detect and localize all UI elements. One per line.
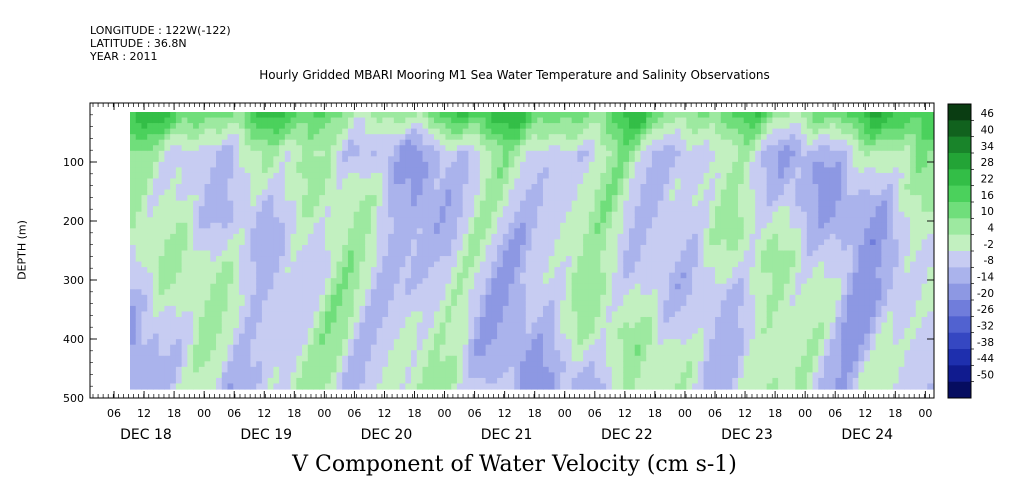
colorbar-segment — [948, 349, 971, 366]
x-tick-label: 18 — [167, 407, 181, 420]
colorbar-segment — [948, 316, 971, 333]
x-tick-label: 00 — [197, 407, 211, 420]
colorbar-segment — [948, 381, 971, 399]
heatmap-cells — [130, 112, 934, 390]
x-tick-label: 12 — [377, 407, 391, 420]
y-tick-label: 300 — [63, 274, 84, 287]
x-tick-label: 12 — [738, 407, 752, 420]
colorbar-segment — [948, 153, 971, 170]
x-tick-label: 00 — [438, 407, 452, 420]
x-tick-label: 06 — [588, 407, 602, 420]
x-tick-label: 18 — [768, 407, 782, 420]
colorbar-segment — [948, 234, 971, 252]
colorbar-segment — [948, 169, 971, 186]
x-tick-label: 06 — [347, 407, 361, 420]
x-day-label: DEC 23 — [721, 427, 773, 443]
colorbar-segment — [948, 136, 971, 154]
x-tick-label: 18 — [408, 407, 422, 420]
x-tick-label: 18 — [888, 407, 902, 420]
colorbar-segment — [948, 300, 971, 317]
y-tick-label: 200 — [63, 215, 84, 228]
colorbar-segment — [948, 267, 971, 284]
x-day-label: DEC 21 — [481, 427, 533, 443]
colorbar-segment — [948, 202, 971, 219]
x-tick-label: 00 — [798, 407, 812, 420]
x-tick-label: 12 — [858, 407, 872, 420]
x-tick-label: 18 — [528, 407, 542, 420]
colorbar-label: 16 — [981, 190, 995, 202]
colorbar-label: -26 — [977, 304, 994, 316]
colorbar-label: -38 — [977, 337, 994, 349]
x-tick-label: 00 — [317, 407, 331, 420]
chart-subtitle: V Component of Water Velocity (cm s-1) — [292, 452, 737, 477]
y-tick-label: 500 — [63, 392, 84, 405]
colorbar-segment — [948, 251, 971, 268]
colorbar-label: 10 — [981, 206, 994, 218]
colorbar-label: -8 — [984, 255, 994, 267]
colorbar-label: -20 — [977, 288, 994, 300]
x-tick-label: 00 — [678, 407, 692, 420]
x-tick-label: 18 — [287, 407, 301, 420]
x-tick-label: 06 — [227, 407, 241, 420]
colorbar-label: -2 — [984, 239, 994, 251]
x-tick-label: 06 — [468, 407, 482, 420]
x-tick-label: 12 — [618, 407, 632, 420]
x-tick-label: 12 — [137, 407, 151, 420]
colorbar-segment — [948, 120, 971, 137]
chart-title: Hourly Gridded MBARI Mooring M1 Sea Wate… — [259, 68, 770, 82]
colorbar-label: 34 — [981, 141, 995, 153]
x-day-label: DEC 19 — [240, 427, 292, 443]
colorbar-label: 46 — [981, 108, 995, 120]
colorbar-label: -44 — [977, 353, 994, 365]
colorbar-label: -32 — [977, 321, 994, 333]
colorbar-segment — [948, 185, 971, 203]
x-day-label: DEC 22 — [601, 427, 653, 443]
colorbar-label: 4 — [987, 223, 994, 235]
colorbar-segment — [948, 104, 971, 121]
colorbar-segment — [948, 218, 971, 235]
x-day-label: DEC 18 — [120, 427, 172, 443]
x-tick-label: 06 — [828, 407, 842, 420]
x-tick-label: 06 — [708, 407, 722, 420]
colorbar-segment — [948, 365, 971, 382]
x-tick-label: 00 — [558, 407, 572, 420]
colorbar-label: 28 — [981, 157, 994, 169]
latitude-label: LATITUDE : 36.8N — [90, 37, 187, 50]
plot-frame — [89, 102, 935, 399]
y-tick-label: 100 — [63, 156, 84, 169]
x-tick-label: 18 — [648, 407, 662, 420]
x-tick-label: 06 — [107, 407, 121, 420]
x-day-label: DEC 24 — [841, 427, 893, 443]
y-tick-label: 400 — [63, 333, 84, 346]
x-day-label: DEC 20 — [361, 427, 413, 443]
colorbar-label: 22 — [981, 174, 994, 186]
x-tick-label: 12 — [257, 407, 271, 420]
longitude-label: LONGITUDE : 122W(-122) — [90, 24, 231, 37]
colorbar-label: 40 — [981, 125, 994, 137]
year-label: YEAR : 2011 — [90, 50, 158, 63]
colorbar-segment — [948, 283, 971, 301]
colorbar-label: -14 — [977, 272, 994, 284]
x-tick-label: 00 — [918, 407, 932, 420]
x-tick-label: 12 — [498, 407, 512, 420]
colorbar-label: -50 — [977, 370, 994, 382]
colorbar-segment — [948, 332, 971, 350]
